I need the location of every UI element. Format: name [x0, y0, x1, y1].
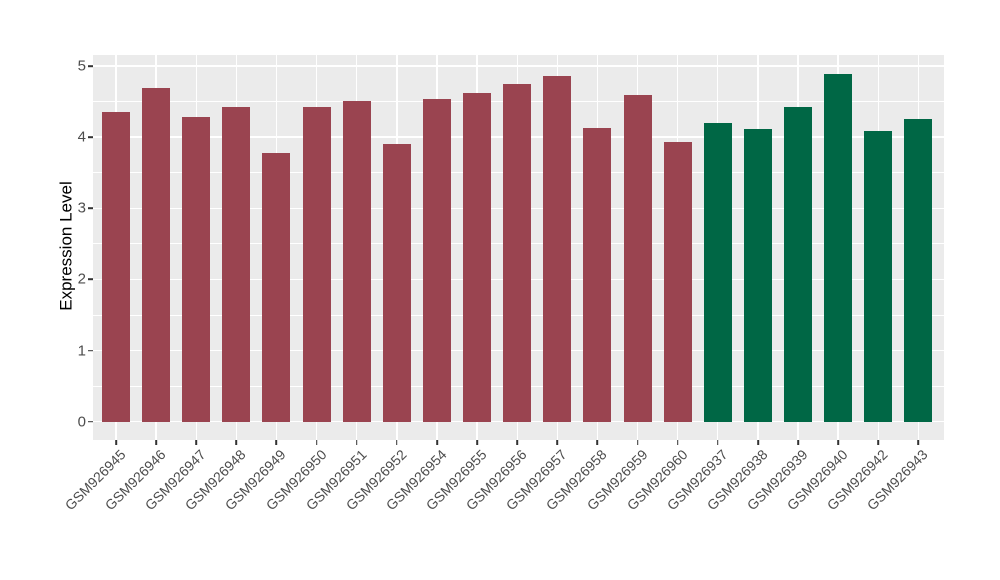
x-axis-tick [917, 440, 920, 445]
bar [182, 117, 211, 422]
plot-panel [93, 54, 944, 440]
y-axis-tick [88, 136, 93, 138]
y-tick-label: 3 [77, 199, 86, 217]
x-axis-tick [717, 440, 719, 445]
y-axis-tick [88, 420, 93, 423]
bar [703, 122, 732, 422]
x-axis-tick [396, 440, 398, 445]
x-axis-tick [556, 440, 559, 445]
y-axis-tick [88, 278, 93, 281]
x-axis-tick [636, 440, 639, 445]
bar [262, 152, 291, 422]
x-axis-tick [676, 440, 679, 445]
bar [583, 127, 612, 422]
bar [663, 142, 692, 422]
x-axis-tick [115, 440, 117, 445]
bar [222, 107, 251, 422]
x-axis-tick [837, 440, 839, 445]
gridline-major-h [93, 421, 944, 423]
x-axis-tick [596, 440, 599, 445]
y-tick-label: 5 [77, 57, 86, 75]
x-axis-tick [355, 440, 358, 445]
bar [743, 129, 772, 422]
x-axis-tick [155, 440, 157, 445]
bar [784, 107, 813, 422]
bar [864, 130, 893, 422]
x-axis-tick [195, 440, 198, 445]
y-axis-tick [88, 349, 93, 352]
bar [543, 75, 572, 422]
y-tick-label: 2 [77, 270, 86, 288]
x-axis-tick [757, 440, 759, 445]
x-axis-tick [235, 440, 238, 445]
bar [302, 106, 331, 422]
bar [463, 93, 492, 422]
y-axis-tick [88, 207, 93, 210]
y-tick-label: 0 [77, 413, 86, 431]
bar [102, 112, 130, 422]
x-axis-tick [315, 440, 318, 445]
x-axis-tick [436, 440, 438, 445]
bar [422, 99, 451, 422]
bar [142, 88, 171, 422]
x-axis-tick [476, 440, 478, 445]
y-axis-title: Expression Level [56, 181, 76, 311]
y-tick-label: 4 [77, 128, 86, 146]
bar [342, 100, 371, 422]
x-axis-tick [275, 440, 278, 445]
bar [503, 83, 532, 422]
x-axis-tick [516, 440, 518, 445]
x-axis-tick [877, 440, 880, 445]
y-axis-tick [88, 65, 93, 67]
bar [623, 95, 652, 422]
x-axis-tick [797, 440, 799, 445]
y-tick-label: 1 [77, 342, 86, 360]
bar [824, 73, 853, 422]
bar [904, 118, 933, 422]
gridline-major-h [93, 65, 944, 67]
bar [382, 144, 411, 422]
